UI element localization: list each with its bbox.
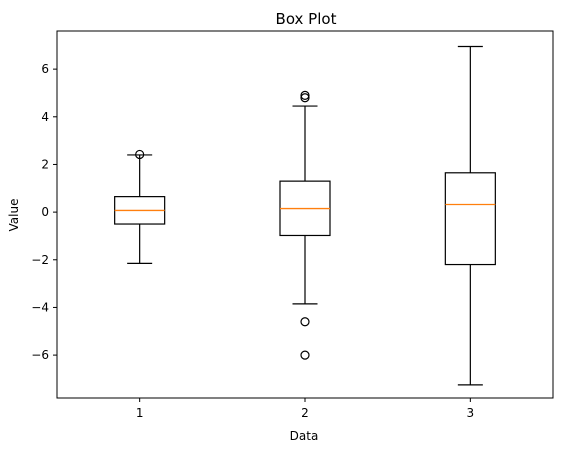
outlier-point (300, 317, 310, 327)
box (444, 172, 496, 266)
x-tick-label: 1 (136, 406, 144, 420)
chart-title: Box Plot (276, 10, 337, 28)
y-tick-label: −2 (31, 253, 49, 267)
y-tick-label: 4 (41, 110, 49, 124)
x-axis-label: Data (290, 429, 319, 443)
outlier-point (300, 93, 310, 103)
box-group (279, 90, 331, 360)
box-group (114, 149, 166, 264)
y-axis: −6 −4 −2 0 2 4 6 (31, 62, 57, 362)
x-tick-label: 3 (467, 406, 475, 420)
y-tick-label: 0 (41, 205, 49, 219)
outlier-point (300, 90, 310, 100)
x-axis: 1 2 3 (136, 398, 474, 420)
outlier-point (300, 350, 310, 360)
x-tick-label: 2 (301, 406, 309, 420)
y-tick-label: −4 (31, 300, 49, 314)
y-tick-label: 2 (41, 157, 49, 171)
y-tick-label: −6 (31, 348, 49, 362)
plot-area (114, 45, 496, 386)
box-group (444, 45, 496, 386)
y-tick-label: 6 (41, 62, 49, 76)
outlier-point (135, 149, 145, 160)
y-axis-label: Value (7, 199, 21, 232)
